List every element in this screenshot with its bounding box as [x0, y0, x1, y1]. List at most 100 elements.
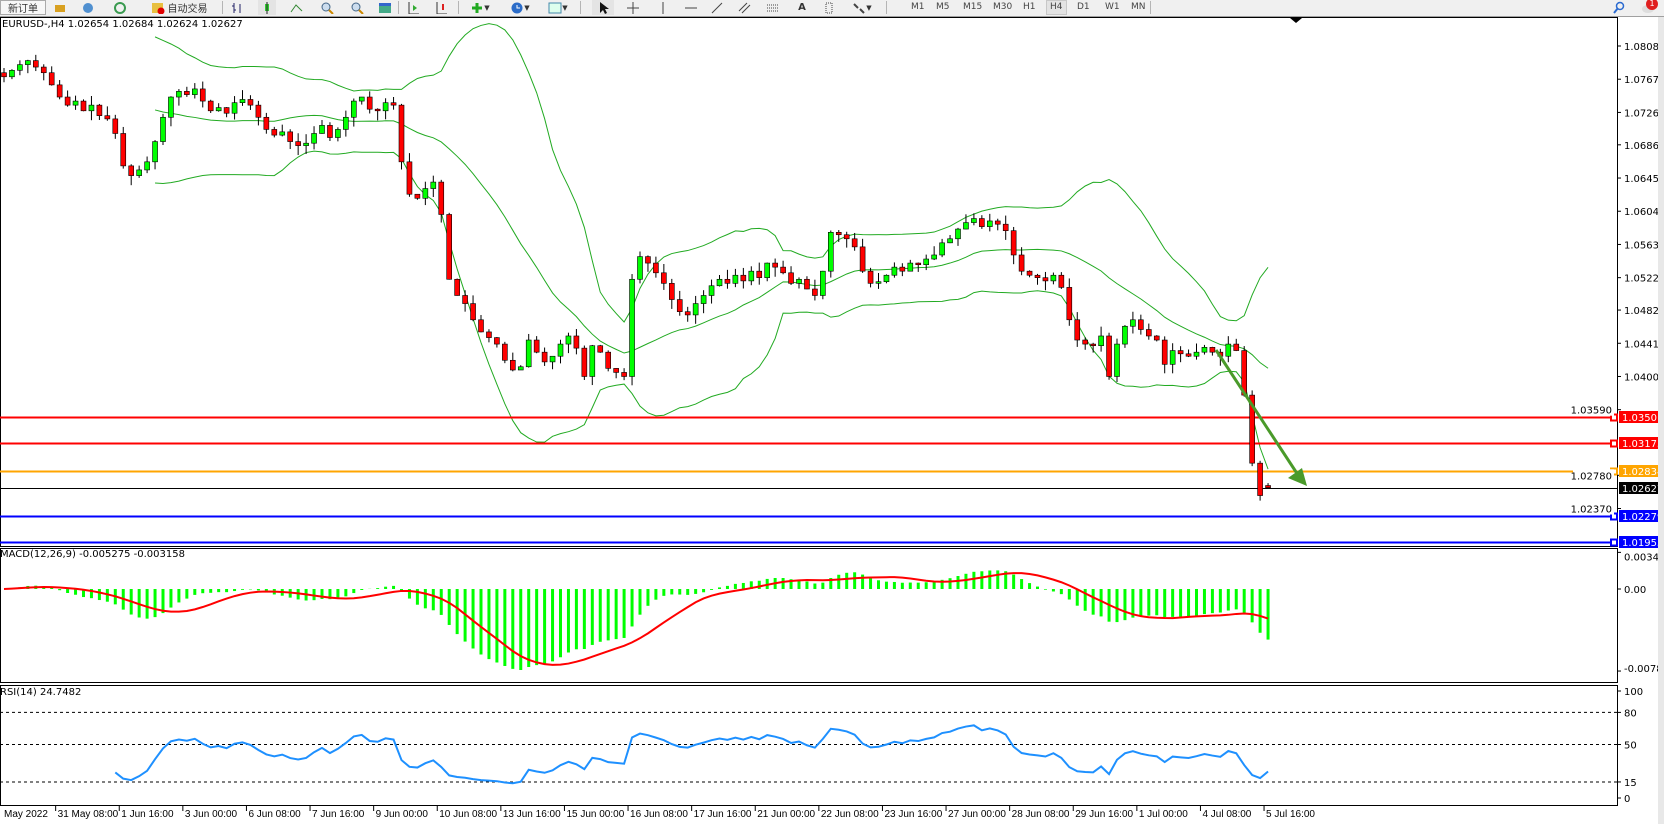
candle-body	[955, 228, 961, 240]
indicators-button[interactable]: ▼	[466, 0, 494, 15]
macd-axis-label: 0.003489	[1624, 552, 1664, 563]
candle-body	[1082, 339, 1088, 345]
candle-body	[979, 218, 985, 227]
candle-body	[605, 351, 612, 369]
candle-body	[350, 100, 357, 118]
navigator-icon[interactable]	[80, 0, 96, 15]
autoscroll-icon[interactable]	[404, 0, 422, 15]
candle-body	[1026, 270, 1033, 276]
new-order-button[interactable]: 新订单	[0, 0, 46, 15]
cursor-icon[interactable]	[592, 0, 614, 15]
timeframe-m1[interactable]: M1	[911, 2, 925, 12]
signals-icon[interactable]	[112, 0, 128, 15]
toolbar: 新订单 自动交易 ▼ ▼ ▼ A ▼ M1 M5 M15 M30 H1 H4 D1 W1 MN …	[0, 0, 1664, 17]
line-chart-icon[interactable]	[288, 0, 306, 15]
candle-body	[1265, 485, 1271, 488]
candle-body	[80, 100, 87, 112]
timeframe-w1[interactable]: W1	[1105, 2, 1120, 12]
macd-panel-frame	[0, 548, 1618, 683]
candle-body	[1146, 329, 1152, 337]
zoom-out-icon[interactable]	[348, 0, 366, 15]
timeframe-m15[interactable]: M15	[963, 2, 983, 12]
rsi-axis-label: 80	[1624, 708, 1637, 719]
text-icon[interactable]: A	[798, 2, 806, 13]
timeframe-m30[interactable]: M30	[993, 2, 1013, 12]
vertical-line-icon[interactable]	[654, 0, 672, 15]
candle-body	[406, 161, 413, 195]
price-tag	[1619, 465, 1661, 477]
market-watch-icon[interactable]	[52, 0, 68, 15]
candle-body	[843, 234, 850, 240]
candlestick-icon[interactable]	[258, 0, 276, 15]
periods-button[interactable]: ▼	[506, 0, 534, 15]
candle-body	[653, 262, 659, 274]
candle-body	[414, 193, 421, 199]
templates-button[interactable]: ▼	[544, 0, 572, 15]
chart-shift-marker[interactable]	[1290, 18, 1302, 23]
candle-body	[756, 270, 763, 278]
tile-windows-icon[interactable]	[376, 0, 394, 15]
new-order-label: 新订单	[8, 4, 38, 15]
candle-body	[684, 311, 691, 316]
text-label-icon[interactable]	[820, 0, 838, 15]
time-axis-label: 21 Jun 00:00	[757, 809, 815, 820]
candle-body	[915, 262, 922, 266]
candle-body	[557, 343, 564, 357]
chart-shift-icon[interactable]	[432, 0, 450, 15]
time-axis-label: May 2022	[4, 809, 48, 820]
time-axis-label: 29 Jun 16:00	[1075, 809, 1133, 820]
crosshair-icon[interactable]	[624, 0, 642, 15]
trendline-icon[interactable]	[708, 0, 726, 15]
candle-body	[947, 238, 953, 244]
fibonacci-icon[interactable]	[764, 0, 782, 15]
time-axis-label: 1 Jul 00:00	[1139, 809, 1188, 820]
horizontal-line-icon[interactable]	[682, 0, 700, 15]
price-tag-label: 1.02627	[1622, 484, 1663, 495]
candle-body	[1257, 462, 1263, 496]
chart-window[interactable]: 1.08080 1.07670 1.07260 1.06860 1.06450 1.060…	[0, 17, 1664, 824]
indicators-icon	[472, 3, 483, 13]
line-handle[interactable]	[1610, 538, 1618, 547]
candle-body	[1122, 325, 1128, 345]
price-axis-label-bg	[1573, 469, 1614, 482]
candle-body	[64, 96, 71, 106]
timeframe-h4[interactable]: H4	[1046, 0, 1067, 15]
candle-body	[939, 242, 945, 256]
bar-chart-icon[interactable]	[228, 0, 246, 15]
zoom-in-icon[interactable]	[318, 0, 336, 15]
candle-body	[382, 102, 389, 112]
candle-body	[9, 69, 15, 78]
periods-icon	[511, 2, 523, 14]
vertical-scrollbar[interactable]	[1658, 17, 1664, 824]
notifications-button[interactable]: 1	[1636, 0, 1660, 15]
candle-body	[247, 99, 254, 106]
timeframe-d1[interactable]: D1	[1077, 2, 1090, 12]
candle-body	[1177, 350, 1184, 355]
candle-body	[541, 351, 548, 363]
candle-body	[263, 116, 270, 130]
candle-body	[430, 181, 437, 189]
price-tag	[1619, 437, 1661, 449]
separator	[886, 1, 887, 14]
candle-body	[494, 337, 500, 345]
candle-body	[398, 104, 405, 163]
trend-arrow-head	[1288, 468, 1307, 486]
time-axis-label: 15 Jun 00:00	[566, 809, 624, 820]
time-axis-label: 5 Jul 16:00	[1266, 809, 1315, 820]
separator	[458, 1, 459, 14]
timeframe-mn[interactable]: MN	[1131, 2, 1146, 12]
trend-arrow-line[interactable]	[1214, 349, 1302, 479]
candle-body	[136, 169, 142, 176]
time-axis-label: 6 Jun 08:00	[248, 809, 301, 820]
candle-body	[1161, 339, 1168, 365]
time-axis-label: 13 Jun 16:00	[503, 809, 561, 820]
autotrading-button[interactable]: 自动交易	[140, 0, 218, 15]
timeframe-h1[interactable]: H1	[1023, 2, 1036, 12]
search-icon[interactable]	[1610, 0, 1628, 15]
candle-body	[199, 88, 206, 102]
candle-body	[207, 100, 214, 112]
channel-icon[interactable]	[736, 0, 754, 15]
timeframe-m5[interactable]: M5	[936, 2, 950, 12]
arrows-button[interactable]: ▼	[848, 0, 876, 15]
line-handle[interactable]	[1610, 439, 1618, 448]
